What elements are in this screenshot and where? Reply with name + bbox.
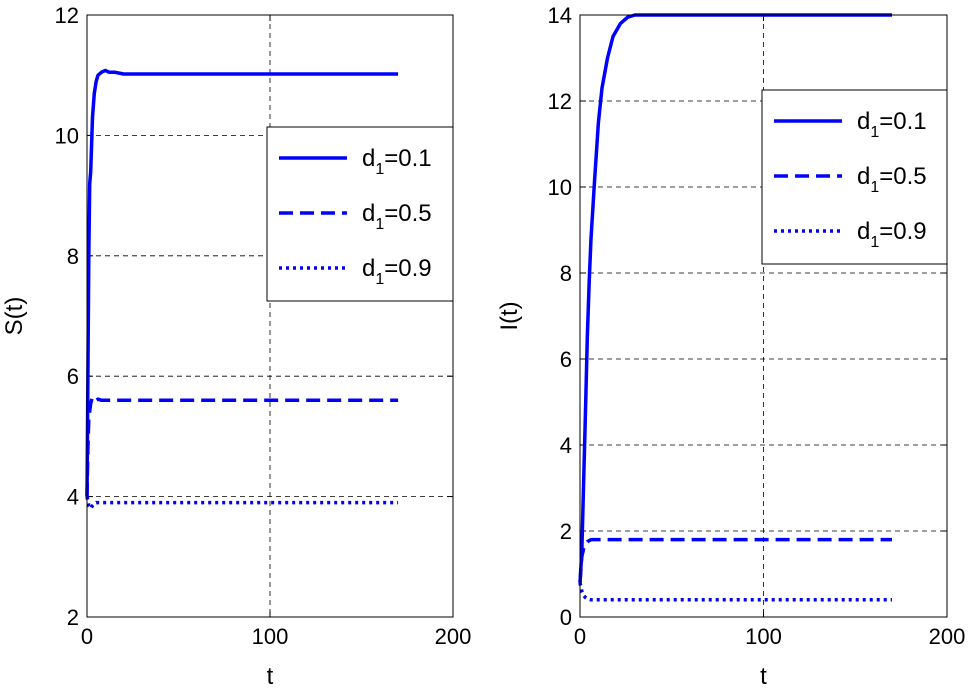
- x-tick-label: 100: [745, 624, 782, 649]
- y-tick-label: 4: [67, 485, 79, 510]
- plot-frame: [86, 14, 454, 618]
- legend-entry-rest: =0.1: [879, 108, 926, 135]
- legend-entry: d1=0.1: [857, 108, 927, 141]
- legend-entry-rest: =0.1: [384, 145, 431, 172]
- y-tick-label: 2: [560, 519, 572, 544]
- legend-entry-subscript: 1: [375, 161, 384, 178]
- legend-entry-main: d: [362, 255, 375, 282]
- legend-entry: d1=0.9: [857, 218, 927, 251]
- series-line-dotted: [85, 496, 399, 511]
- x-tick-label: 0: [574, 624, 586, 649]
- legend-entry-main: d: [362, 145, 375, 172]
- y-tick-label: 14: [548, 3, 572, 28]
- x-axis-label: t: [267, 663, 274, 689]
- y-tick-label: 6: [560, 347, 572, 372]
- legend-entry-rest: =0.9: [384, 255, 431, 282]
- legend-entry: d1=0.5: [857, 163, 927, 196]
- legend-entry-subscript: 1: [375, 216, 384, 233]
- y-tick-label: 0: [560, 605, 572, 630]
- legend-entry-subscript: 1: [375, 271, 384, 288]
- plot-frame: [579, 14, 948, 618]
- legend-entry-main: d: [857, 163, 870, 190]
- x-tick-label: 100: [252, 624, 289, 649]
- y-tick-label: 10: [548, 175, 572, 200]
- legend-entry-main: d: [857, 218, 870, 245]
- legend: d1=0.1d1=0.5d1=0.9: [266, 126, 454, 302]
- legend-entry-subscript: 1: [870, 234, 879, 251]
- legend-box: [266, 126, 454, 302]
- infected-chart: 0 100 20002468101214tI(t)d1=0.1d1=0.5d1=0.…: [496, 3, 965, 689]
- legend-entry-subscript: 1: [870, 124, 879, 141]
- legend-entry: d1=0.9: [362, 255, 432, 288]
- legend-box: [761, 89, 948, 265]
- legend-entry-rest: =0.5: [384, 200, 431, 227]
- x-tick-label: 0: [81, 624, 93, 649]
- legend-entry-main: d: [857, 108, 870, 135]
- y-tick-label: 10: [55, 123, 79, 148]
- series-line-dashed: [578, 537, 892, 583]
- legend-entry-main: d: [362, 200, 375, 227]
- series-line-dotted: [578, 582, 892, 602]
- legend-entry: d1=0.1: [362, 145, 432, 178]
- x-axis-label: t: [760, 663, 767, 689]
- x-tick-label: 200: [929, 624, 966, 649]
- y-tick-label: 2: [67, 605, 79, 630]
- series-line-dashed: [85, 395, 399, 497]
- legend-entry-rest: =0.9: [879, 218, 926, 245]
- legend-entry-subscript: 1: [870, 179, 879, 196]
- y-tick-label: 12: [548, 89, 572, 114]
- legend-entry-rest: =0.5: [879, 163, 926, 190]
- y-axis-label: S(t): [1, 297, 28, 336]
- legend: d1=0.1d1=0.5d1=0.9: [761, 89, 948, 265]
- y-tick-label: 4: [560, 433, 572, 458]
- x-tick-label: 200: [435, 624, 472, 649]
- y-axis-label: I(t): [496, 301, 523, 330]
- y-tick-label: 8: [560, 261, 572, 286]
- legend-entry: d1=0.5: [362, 200, 432, 233]
- y-tick-label: 8: [67, 244, 79, 269]
- y-tick-label: 6: [67, 364, 79, 389]
- series-line-solid: [85, 68, 399, 497]
- y-tick-label: 12: [55, 3, 79, 28]
